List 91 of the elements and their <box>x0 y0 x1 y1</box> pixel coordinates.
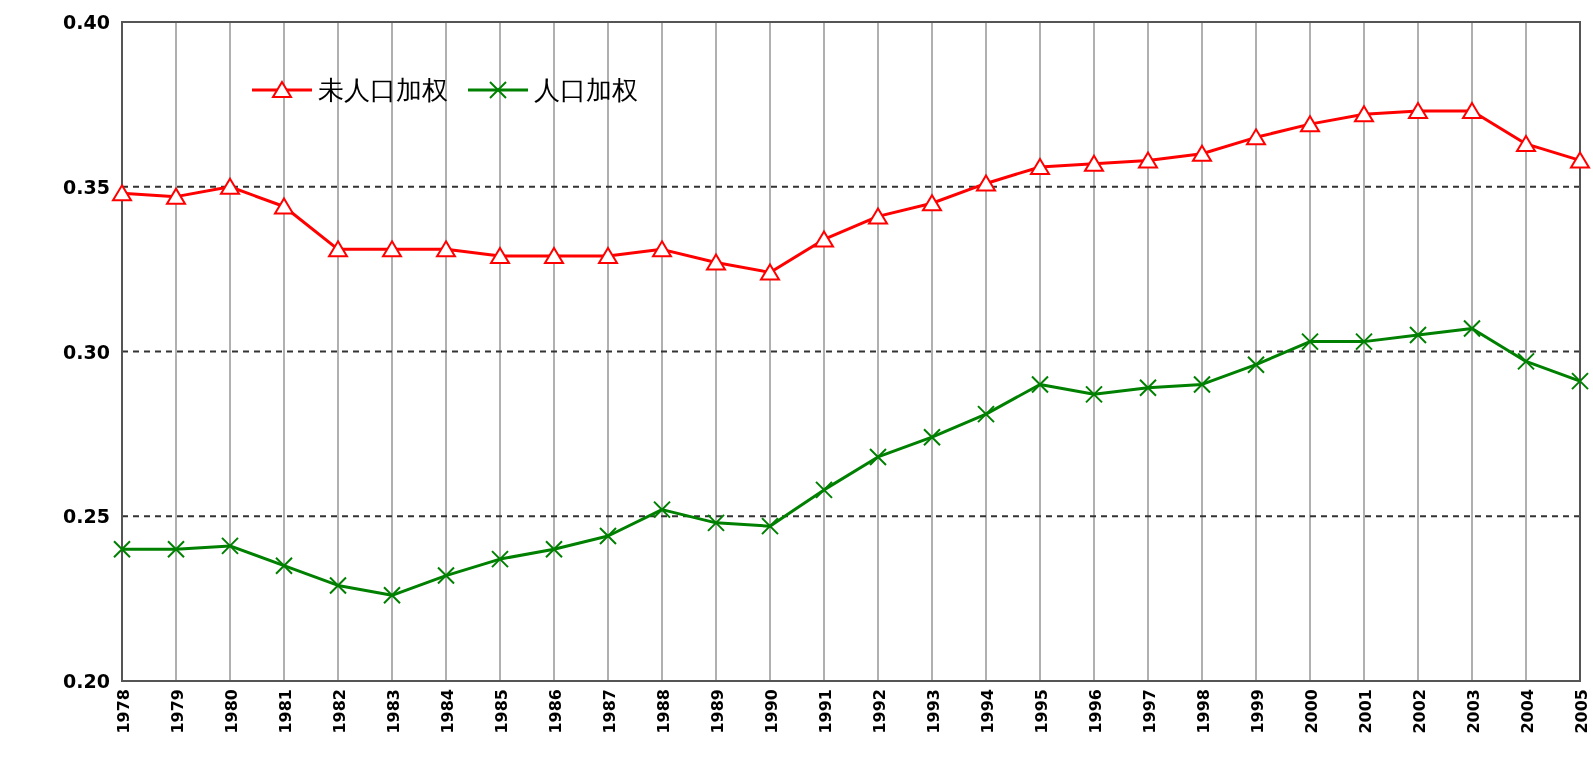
point <box>815 480 833 499</box>
point <box>923 428 941 447</box>
point <box>1192 144 1212 162</box>
point <box>1301 332 1319 351</box>
point <box>868 207 888 225</box>
point <box>1139 378 1157 397</box>
x-tick-label: 2001 <box>1356 689 1375 734</box>
x-tick-label: 1988 <box>654 689 673 734</box>
point <box>869 447 887 466</box>
point <box>1030 157 1050 175</box>
x-tick-label: 1995 <box>1032 689 1051 734</box>
point <box>1085 385 1103 404</box>
legend-label: 未人口加权 <box>318 75 448 105</box>
x-tick-label: 1978 <box>114 689 133 734</box>
point <box>437 566 455 585</box>
point <box>1463 319 1481 338</box>
point <box>977 405 995 424</box>
x-tick-label: 1991 <box>816 689 835 734</box>
point <box>599 527 617 546</box>
point <box>1571 372 1589 391</box>
point <box>1462 101 1482 119</box>
y-tick-label: 0.40 <box>63 11 110 33</box>
point <box>653 500 671 519</box>
point <box>436 240 456 258</box>
point <box>1354 105 1374 123</box>
x-tick-label: 1987 <box>600 689 619 734</box>
x-tick-label: 1994 <box>978 689 997 734</box>
point <box>1517 352 1535 371</box>
point <box>1247 355 1265 374</box>
point <box>814 230 834 248</box>
point <box>1516 134 1536 152</box>
point <box>328 240 348 258</box>
x-tick-label: 1982 <box>330 689 349 734</box>
x-tick-label: 1998 <box>1194 689 1213 734</box>
point <box>976 174 996 192</box>
legend-label: 人口加权 <box>534 75 638 105</box>
point <box>167 540 185 559</box>
x-tick-label: 1985 <box>492 689 511 734</box>
point <box>1408 101 1428 119</box>
x-tick-label: 2002 <box>1410 689 1429 734</box>
point <box>220 177 240 195</box>
x-tick-label: 1986 <box>546 689 565 734</box>
point <box>1300 115 1320 133</box>
x-tick-label: 1989 <box>708 689 727 734</box>
point <box>1138 151 1158 169</box>
point <box>922 194 942 212</box>
x-tick-label: 1984 <box>438 689 457 734</box>
point <box>275 556 293 575</box>
point <box>1193 375 1211 394</box>
x-tick-label: 1990 <box>762 689 781 734</box>
x-tick-label: 2005 <box>1572 689 1591 734</box>
x-tick-label: 1993 <box>924 689 943 734</box>
y-tick-label: 0.20 <box>63 670 110 692</box>
x-tick-label: 2000 <box>1302 689 1321 734</box>
x-tick-label: 1979 <box>168 689 187 734</box>
point <box>166 187 186 205</box>
x-tick-label: 1999 <box>1248 689 1267 734</box>
point <box>1409 326 1427 345</box>
point <box>760 263 780 281</box>
point <box>382 240 402 258</box>
point <box>274 197 294 215</box>
point <box>598 246 618 264</box>
point <box>706 253 726 271</box>
point <box>112 184 132 202</box>
point <box>1031 375 1049 394</box>
x-tick-label: 2003 <box>1464 689 1483 734</box>
point <box>491 550 509 569</box>
point <box>1084 154 1104 172</box>
point <box>383 586 401 605</box>
point <box>652 240 672 258</box>
point <box>1570 151 1590 169</box>
x-tick-label: 1980 <box>222 689 241 734</box>
point <box>113 540 131 559</box>
x-tick-label: 1992 <box>870 689 889 734</box>
x-tick-label: 1997 <box>1140 689 1159 734</box>
x-tick-label: 1981 <box>276 689 295 734</box>
point <box>761 517 779 536</box>
x-tick-label: 2004 <box>1518 689 1537 734</box>
x-tick-label: 1983 <box>384 689 403 734</box>
point <box>544 246 564 264</box>
point <box>1246 128 1266 146</box>
point <box>545 540 563 559</box>
point <box>329 576 347 595</box>
point <box>1355 332 1373 351</box>
y-tick-label: 0.35 <box>63 175 110 198</box>
point <box>490 246 510 264</box>
y-tick-label: 0.30 <box>63 340 110 363</box>
y-tick-label: 0.25 <box>63 505 110 528</box>
point <box>707 513 725 532</box>
point <box>221 536 239 555</box>
x-tick-label: 1996 <box>1086 689 1105 734</box>
